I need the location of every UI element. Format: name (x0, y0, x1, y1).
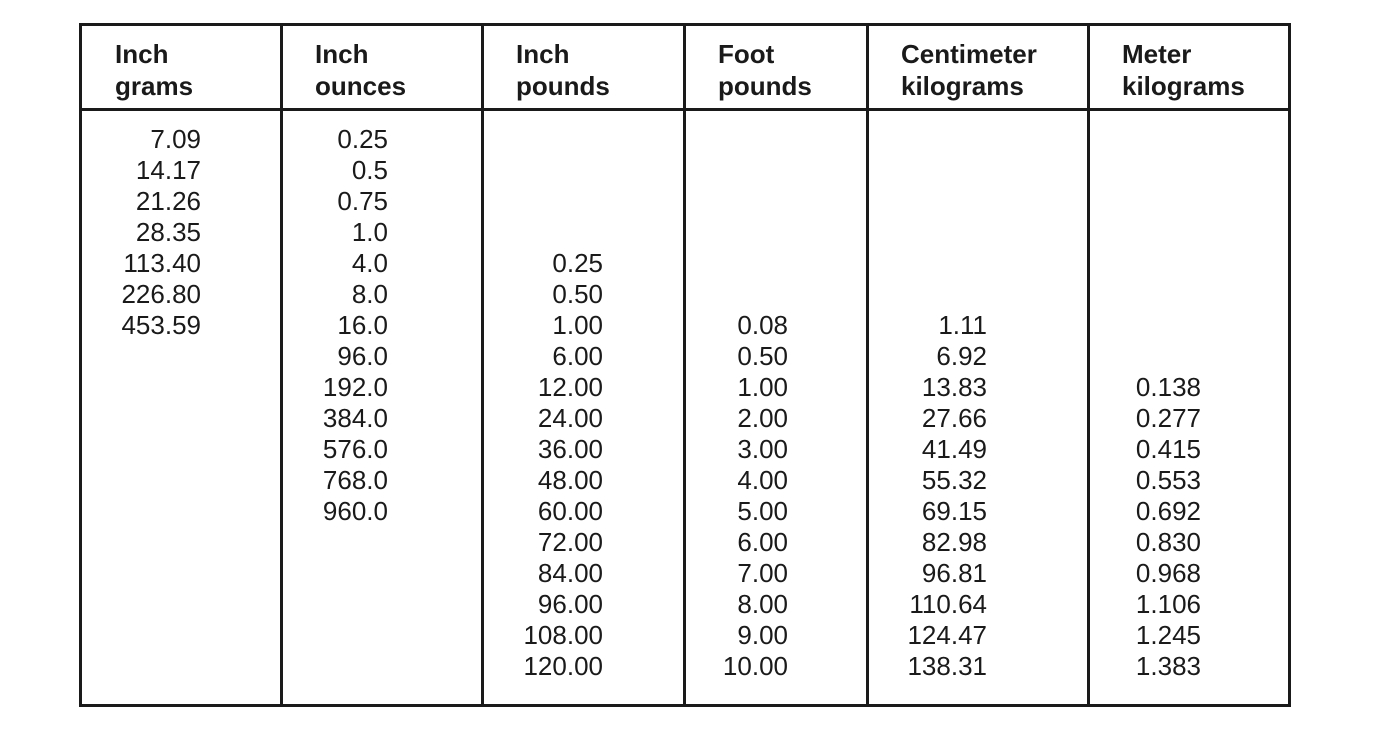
header-line: Meter (1122, 39, 1192, 69)
header-line: Centimeter (901, 39, 1037, 69)
table-cell: 9.00 (737, 620, 788, 650)
table-cell: 14.17 (135, 155, 201, 185)
table-cell: 82.98 (921, 527, 987, 557)
column-header: Meter kilograms (1122, 38, 1245, 102)
table-cell: 3.00 (737, 434, 788, 464)
table-cell: 6.00 (737, 527, 788, 557)
table-cell: 0.25 (337, 124, 388, 154)
table-cell: 4.0 (351, 248, 388, 278)
table-cell: 0.830 (1135, 527, 1201, 557)
table-cell: 384.0 (322, 403, 388, 433)
table-cell: 453.59 (121, 310, 201, 340)
table-cell: 36.00 (537, 434, 603, 464)
table-cell: 16.0 (337, 310, 388, 340)
table-cell: 8.00 (737, 589, 788, 619)
table-cell: 8.0 (351, 279, 388, 309)
table-cell: 12.00 (537, 372, 603, 402)
table-cell: 2.00 (737, 403, 788, 433)
table-cell: 0.138 (1135, 372, 1201, 402)
table-cell: 27.66 (921, 403, 987, 433)
table-cell: 192.0 (322, 372, 388, 402)
table-cell: 10.00 (722, 651, 788, 681)
table-cell: 1.0 (351, 217, 388, 247)
table-cell: 124.47 (907, 620, 987, 650)
header-line: pounds (516, 71, 610, 101)
column-header: Inch pounds (516, 38, 610, 102)
header-line: kilograms (901, 71, 1024, 101)
table-cell: 5.00 (737, 496, 788, 526)
table-cell: 1.383 (1135, 651, 1201, 681)
table-cell: 72.00 (537, 527, 603, 557)
table-cell: 138.31 (907, 651, 987, 681)
header-line: pounds (718, 71, 812, 101)
table-cell: 113.40 (123, 248, 201, 278)
table-cell: 0.968 (1135, 558, 1201, 588)
column-rule (683, 26, 686, 704)
table-cell: 21.26 (135, 186, 201, 216)
table-cell: 28.35 (135, 217, 201, 247)
table-cell: 6.00 (552, 341, 603, 371)
column-rule (1087, 26, 1090, 704)
table-cell: 108.00 (523, 620, 603, 650)
table-cell: 1.106 (1135, 589, 1201, 619)
table-cell: 41.49 (921, 434, 987, 464)
table-cell: 7.09 (150, 124, 201, 154)
table-cell: 0.5 (351, 155, 388, 185)
table-cell: 226.80 (121, 279, 201, 309)
table-cell: 0.75 (337, 186, 388, 216)
table-cell: 1.00 (737, 372, 788, 402)
table-cell: 576.0 (322, 434, 388, 464)
table-cell: 960.0 (322, 496, 388, 526)
header-line: Inch (115, 39, 169, 69)
table-cell: 0.25 (552, 248, 603, 278)
header-line: kilograms (1122, 71, 1245, 101)
table-cell: 4.00 (737, 465, 788, 495)
table-cell: 1.11 (938, 310, 987, 340)
table-cell: 0.50 (737, 341, 788, 371)
table-cell: 24.00 (537, 403, 603, 433)
column-rule (280, 26, 283, 704)
table-cell: 6.92 (936, 341, 987, 371)
column-rule (481, 26, 484, 704)
column-rule (866, 26, 869, 704)
header-line: ounces (315, 71, 407, 101)
header-line: Inch (516, 39, 570, 69)
column-header: Centimeter kilograms (901, 38, 1037, 102)
table-cell: 84.00 (537, 558, 603, 588)
table: Inch grams Inch ounces Inch pounds Foot pounds C… (79, 23, 1291, 707)
table-cell: 0.50 (552, 279, 603, 309)
table-cell: 0.415 (1135, 434, 1201, 464)
table-cell: 48.00 (537, 465, 603, 495)
table-cell: 13.83 (921, 372, 987, 402)
table-cell: 1.245 (1135, 620, 1201, 650)
table-cell: 1.00 (552, 310, 603, 340)
column-header: Inch ounces (315, 38, 406, 102)
table-cell: 96.0 (337, 341, 388, 371)
table-cell: 55.32 (921, 465, 987, 495)
table-cell: 120.00 (523, 651, 603, 681)
column-header: Foot pounds (718, 38, 812, 102)
table-cell: 768.0 (322, 465, 388, 495)
header-line: grams (115, 71, 194, 101)
table-cell: 0.692 (1135, 496, 1201, 526)
header-line: Foot (718, 39, 775, 69)
table-cell: 0.08 (737, 310, 788, 340)
table-cell: 69.15 (921, 496, 987, 526)
table-cell: 0.553 (1135, 465, 1201, 495)
table-cell: 96.81 (921, 558, 987, 588)
header-line: Inch (315, 39, 369, 69)
table-cell: 96.00 (537, 589, 603, 619)
table-cell: 110.64 (909, 589, 987, 619)
table-cell: 0.277 (1135, 403, 1201, 433)
table-cell: 60.00 (537, 496, 603, 526)
column-header: Inch grams (115, 38, 193, 102)
table-cell: 7.00 (737, 558, 788, 588)
